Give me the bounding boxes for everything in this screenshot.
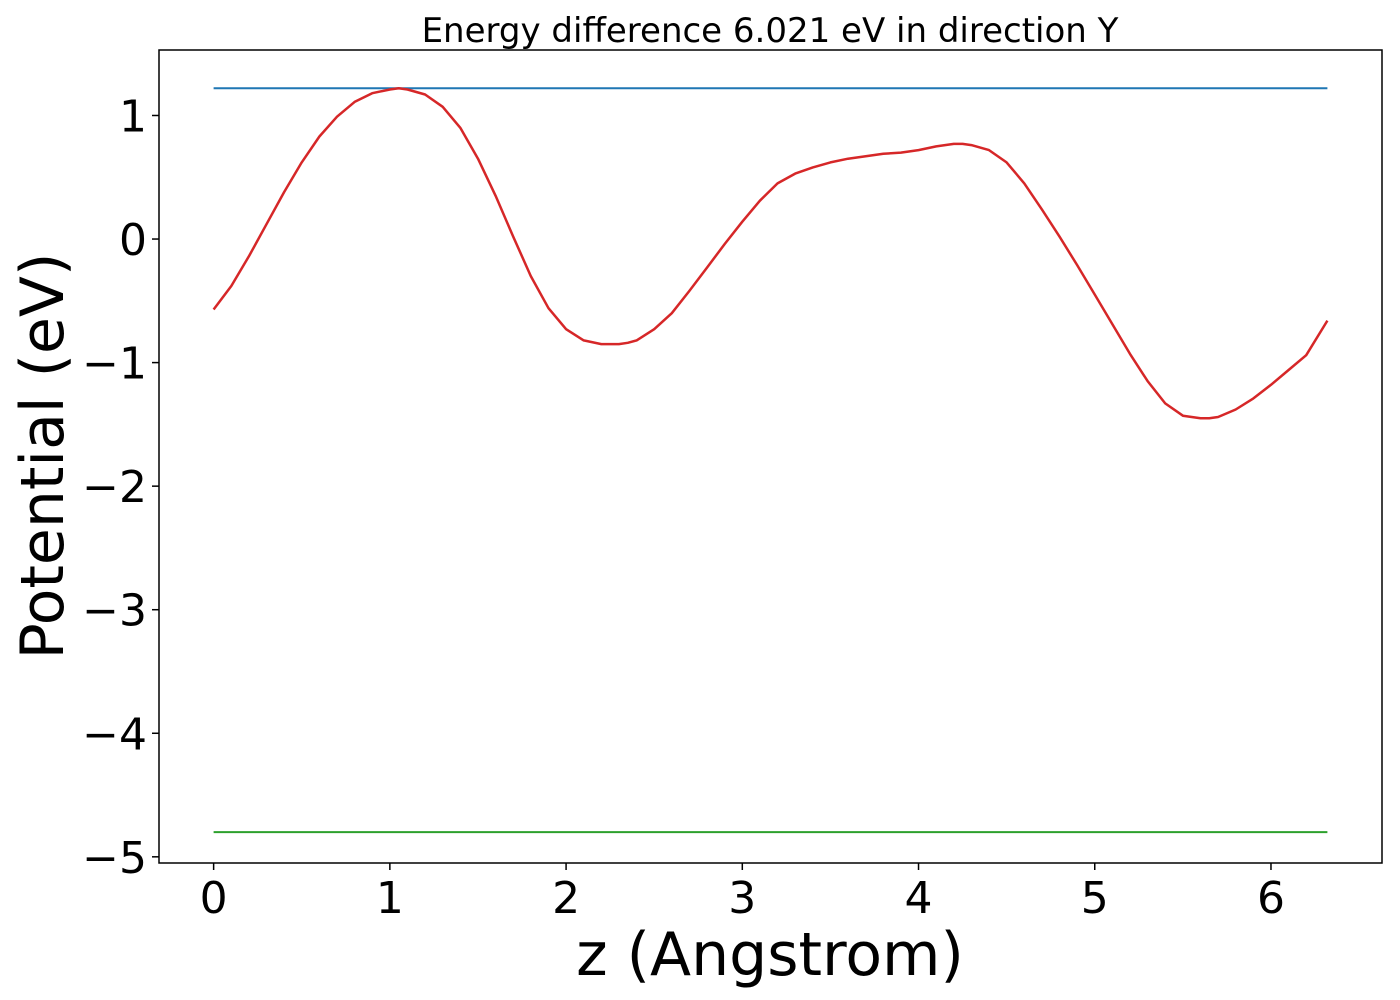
x-tick-label: 6	[1257, 873, 1285, 924]
plot-frame	[158, 49, 1383, 864]
y-tick-label: −2	[82, 462, 147, 513]
y-tick-label: −3	[82, 586, 147, 637]
chart-title: Energy difference 6.021 eV in direction …	[422, 11, 1119, 51]
series-potential-curve	[212, 87, 1329, 420]
y-tick-label: −5	[82, 833, 147, 884]
y-tick-label: −4	[82, 709, 147, 760]
x-tick-label: 2	[552, 873, 580, 924]
y-tick-label: −1	[82, 339, 147, 390]
y-axis-ticks: 1 0 −1 −2 −3 −4 −5	[82, 91, 159, 884]
y-tick-label: 1	[119, 91, 147, 142]
x-tick-label: 5	[1081, 873, 1109, 924]
x-tick-label: 3	[728, 873, 756, 924]
x-tick-label: 4	[905, 873, 933, 924]
x-axis-ticks: 0 1 2 3 4 5 6	[200, 863, 1285, 924]
x-tick-label: 1	[376, 873, 404, 924]
x-tick-label: 0	[200, 873, 228, 924]
x-axis-label: z (Angstrom)	[576, 920, 964, 990]
y-axis-label: Potential (eV)	[8, 253, 78, 660]
series-layer	[212, 87, 1329, 834]
y-tick-label: 0	[119, 215, 147, 266]
